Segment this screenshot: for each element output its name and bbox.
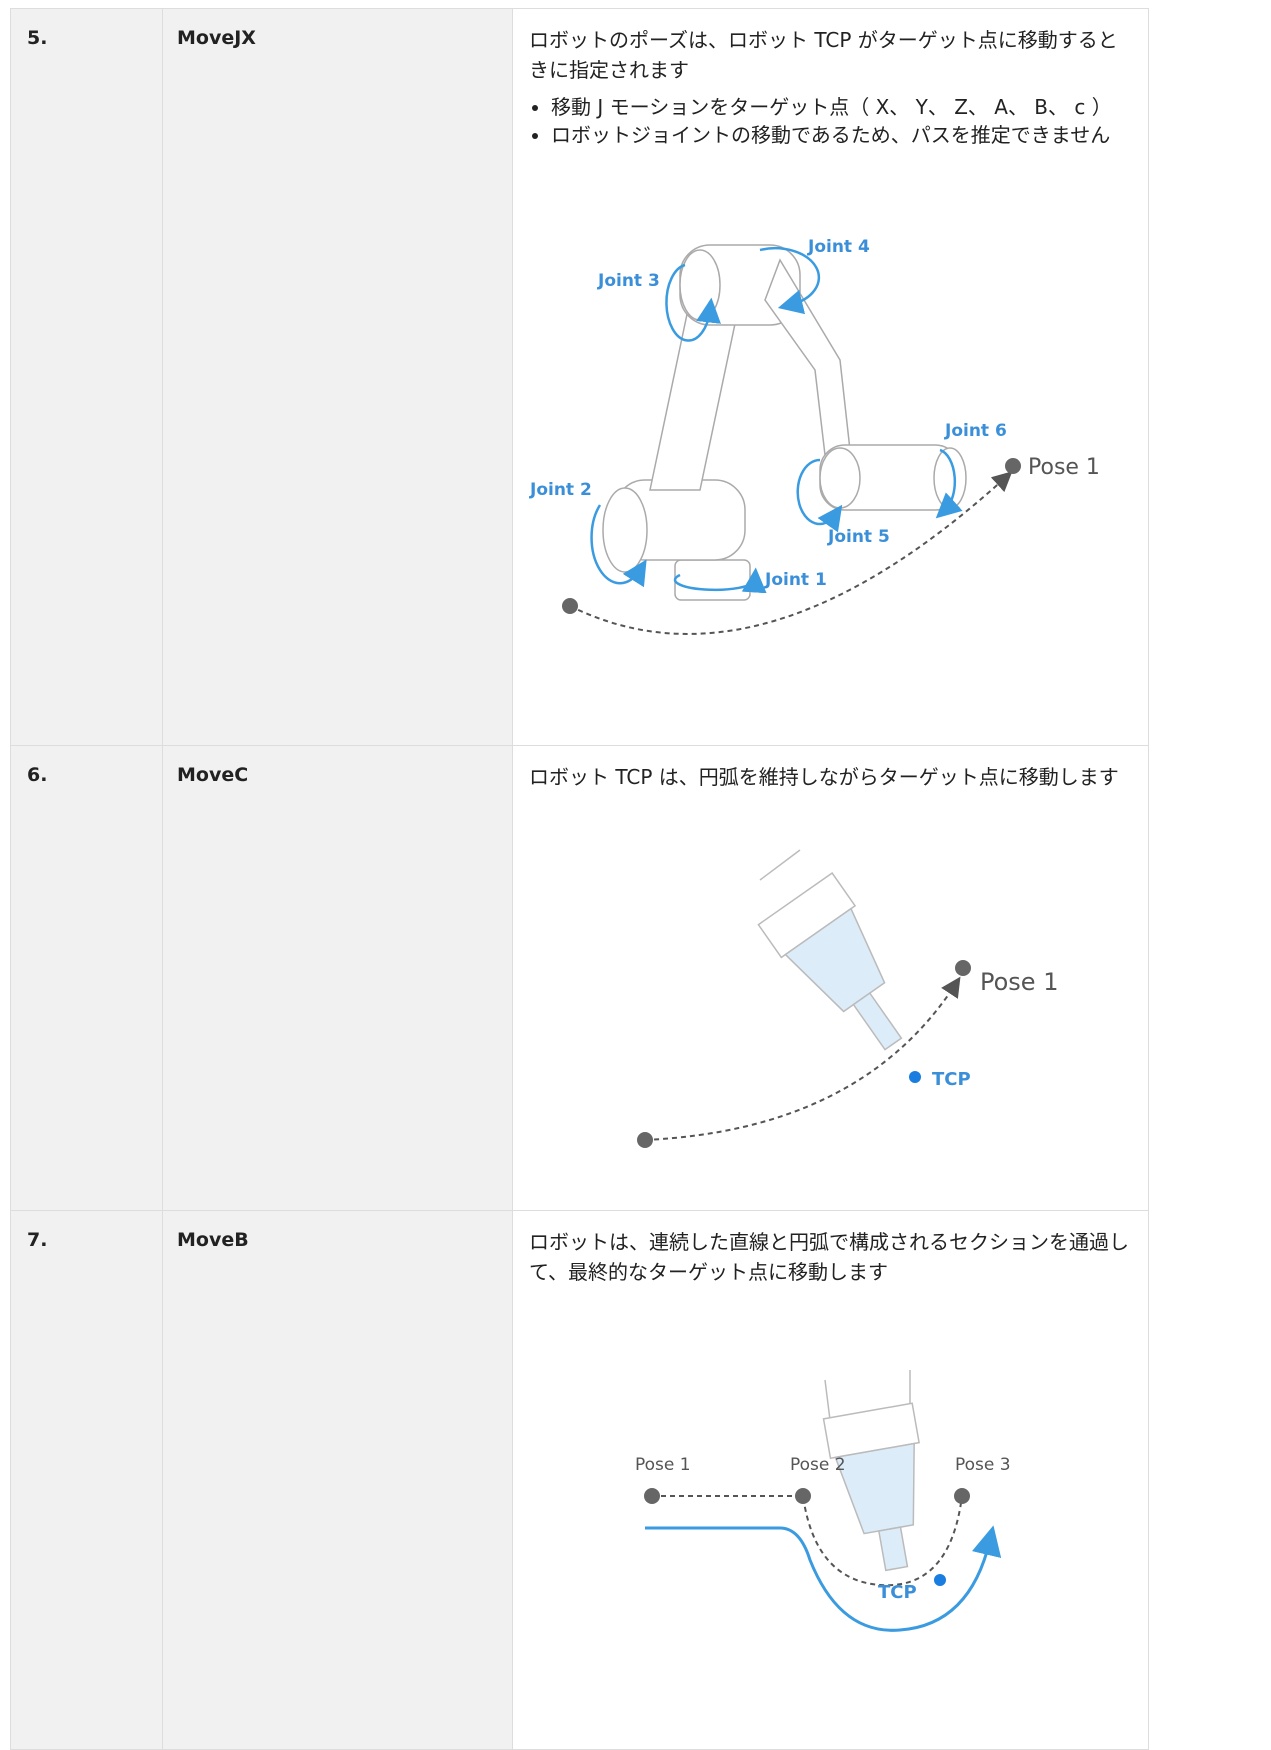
figure-label: Joint 3 (597, 271, 660, 291)
tcp-point (909, 1071, 921, 1083)
start-point (562, 598, 578, 614)
description-text: ロボットのポーズは、ロボット TCP がターゲット点に移動するときに指定されます (529, 28, 1118, 82)
command-name: MoveJX (177, 27, 256, 49)
figure-label: Joint 6 (944, 421, 1007, 441)
pose-point (1005, 458, 1021, 474)
joint-arrows (590, 247, 963, 594)
name-cell: MoveJX (162, 8, 513, 746)
description-text: ロボットは、連続した直線と円弧で構成されるセクションを通過して、最終的なターゲッ… (529, 1230, 1129, 1284)
figure-label: Joint 5 (827, 527, 890, 547)
bullet: ロボットジョイントの移動であるため、パスを推定できません (551, 121, 1111, 149)
motion-path (652, 1495, 963, 1587)
description-cell: ロボット TCP は、円弧を維持しながらターゲット点に移動します (512, 745, 1149, 1211)
tool-figure (757, 849, 903, 1051)
number-cell: 7. (10, 1210, 163, 1750)
start-point (637, 1132, 653, 1148)
figure-label: Pose 1 (980, 968, 1058, 996)
figure-label: Pose 1 (1028, 455, 1100, 480)
figure-label: Pose 3 (955, 1455, 1011, 1475)
motion-path (569, 471, 1013, 635)
name-cell: MoveC (162, 745, 513, 1211)
number-cell: 5. (10, 8, 163, 746)
blend-path (645, 1525, 1002, 1632)
figure-label: Pose 1 (635, 1455, 691, 1475)
robot-figure (602, 244, 967, 601)
figure-label: Joint 2 (529, 480, 592, 500)
command-name: MoveC (177, 764, 249, 786)
description-cell: ロボットのポーズは、ロボット TCP がターゲット点に移動するときに指定されます… (512, 8, 1149, 746)
figure-label: TCP (932, 1069, 971, 1090)
bullet-list: 移動 J モーションをターゲット点（ X、 Y、 Z、 A、 B、 c ）ロボッ… (529, 93, 1112, 149)
pose-point (795, 1488, 811, 1504)
figure-label: Pose 2 (790, 1455, 846, 1475)
bullet: 移動 J モーションをターゲット点（ X、 Y、 Z、 A、 B、 c ） (551, 93, 1112, 121)
pose-point (955, 960, 971, 976)
description-text: ロボット TCP は、円弧を維持しながらターゲット点に移動します (529, 765, 1119, 789)
pose-point (644, 1488, 660, 1504)
row-number: 7. (27, 1229, 48, 1251)
figure-label: Joint 1 (764, 570, 827, 590)
tcp-point (934, 1574, 946, 1586)
motion-path (644, 976, 961, 1141)
row-number: 5. (27, 27, 48, 49)
pose-point (954, 1488, 970, 1504)
command-name: MoveB (177, 1229, 249, 1251)
description-cell: ロボットは、連続した直線と円弧で構成されるセクションを通過して、最終的なターゲッ… (512, 1210, 1149, 1750)
name-cell: MoveB (162, 1210, 513, 1750)
figure-label: TCP (878, 1582, 917, 1603)
figure-label: Joint 4 (807, 237, 870, 257)
tool-figure (822, 1370, 920, 1572)
description: ロボットのポーズは、ロボット TCP がターゲット点に移動するときに指定されます… (529, 25, 1129, 149)
row-number: 6. (27, 764, 48, 786)
